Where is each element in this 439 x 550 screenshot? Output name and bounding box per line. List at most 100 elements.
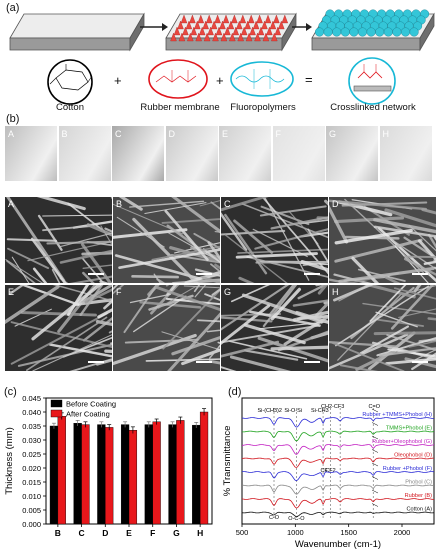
- network-sphere-icon: [349, 27, 359, 37]
- rubber-peak-icon: [229, 32, 236, 42]
- fiber-strand: [298, 219, 328, 225]
- fiber-strand: [155, 285, 220, 312]
- fiber-strand: [387, 348, 436, 358]
- fiber-strand: [373, 331, 436, 336]
- y-tick-label: 0.030: [22, 436, 41, 445]
- rubber-peak-icon: [198, 26, 206, 36]
- fiber-strand: [384, 276, 401, 283]
- label-pointer: [371, 489, 379, 494]
- spectrum-line: [241, 417, 434, 428]
- fiber-strand: [302, 261, 328, 267]
- peak-label: Si-CH3: [311, 408, 329, 414]
- rubber-peak-icon: [205, 14, 213, 24]
- fabric-photo: C: [112, 126, 164, 181]
- fiber-strand: [210, 201, 220, 210]
- panel-c-label: (c): [4, 386, 17, 398]
- fiber-texture: [113, 285, 220, 371]
- fiber-strand: [131, 275, 179, 279]
- rubber-peak-icon: [203, 32, 211, 42]
- plus-operator: +: [114, 73, 122, 88]
- sem-label: D: [332, 199, 339, 209]
- rubber-peak-icon: [231, 14, 238, 24]
- fiber-strand: [20, 311, 97, 317]
- fiber-strand: [261, 197, 328, 275]
- fiber-strand: [181, 348, 220, 366]
- series-label: Rubber+Oleophobol (G): [372, 439, 432, 445]
- rubber-peak-icon: [240, 26, 248, 36]
- scale-bar: [304, 273, 320, 275]
- fiber-strand: [270, 216, 328, 230]
- fiber-strand: [329, 341, 399, 348]
- fiber-strand: [401, 285, 436, 295]
- fiber-strand: [329, 333, 409, 370]
- panel-a-schematic: [9, 9, 435, 105]
- scale-bar: [196, 361, 212, 363]
- panel-b-label: (b): [6, 113, 20, 125]
- photo-label: F: [275, 129, 282, 139]
- rubber-peak-icon: [274, 26, 282, 36]
- fiber-strand: [6, 197, 66, 283]
- fiber-strand: [183, 285, 220, 289]
- fiber-strand: [9, 285, 25, 295]
- fiber-strand: [255, 260, 328, 264]
- fiber-strand: [104, 349, 112, 353]
- x-tick-label: D: [102, 528, 108, 538]
- bar: [168, 424, 177, 525]
- fiber-strand: [184, 274, 220, 283]
- photo-label: D: [168, 129, 176, 139]
- fiber-strand: [190, 246, 220, 261]
- series-label: TMMS+Phobol (E): [386, 426, 432, 432]
- rubber-peak-icon: [224, 26, 231, 36]
- panel-d-label: (d): [228, 386, 242, 398]
- fiber-strand: [229, 340, 308, 360]
- rubber-peak-icon: [210, 20, 218, 30]
- fiber-strand: [221, 366, 237, 371]
- fiber-strand: [390, 285, 435, 330]
- fiber-strand: [161, 218, 220, 224]
- rubber-peak-icon: [254, 32, 261, 42]
- sem-label: E: [8, 287, 15, 297]
- rubber-peak-icon: [261, 20, 268, 30]
- bar: [105, 427, 114, 525]
- fiber-strand: [84, 288, 112, 304]
- fluoropolymers-label: Fluoropolymers: [230, 102, 296, 113]
- fiber-strand: [307, 228, 328, 264]
- legend-label: After Coating: [66, 410, 110, 419]
- rubber-peak-icon: [249, 26, 256, 36]
- fiber-strand: [427, 233, 436, 249]
- fiber-strand: [237, 248, 328, 254]
- sem-image: F: [113, 285, 220, 371]
- sem-image: D: [329, 197, 436, 283]
- label-pointer: [371, 422, 379, 426]
- rubber-peak-icon: [197, 14, 205, 24]
- spectrum-line: [241, 471, 435, 482]
- fiber-strand: [330, 341, 405, 371]
- fiber-strand: [333, 285, 374, 302]
- bar: [49, 425, 59, 525]
- sem-label: A: [8, 199, 15, 209]
- fiber-strand: [42, 214, 112, 217]
- fiber-strand: [335, 285, 430, 347]
- fiber-strand: [82, 264, 112, 270]
- spectrum-line: [241, 444, 435, 455]
- rubber-peak-icon: [177, 20, 184, 30]
- bar: [97, 424, 106, 525]
- fiber-strand: [254, 228, 328, 250]
- rubber-peak-icon: [237, 32, 244, 42]
- fiber-strand: [6, 260, 36, 283]
- fiber-strand: [30, 237, 67, 283]
- rubber-peak-icon: [215, 26, 223, 36]
- sem-image: G: [221, 285, 328, 371]
- fiber-strand: [244, 349, 299, 361]
- fiber-strand: [384, 208, 436, 228]
- rubber-peak-icon: [245, 32, 253, 42]
- spectrum-line: [241, 457, 434, 468]
- fiber-strand: [421, 208, 436, 215]
- fiber-strand: [82, 271, 95, 283]
- scale-bar: [88, 361, 104, 363]
- fiber-strand: [79, 285, 104, 316]
- series-label: Rubber (B): [405, 493, 432, 499]
- fiber-strand: [144, 202, 207, 215]
- fabric-photo: F: [272, 126, 325, 181]
- rubber-peak-icon: [194, 20, 201, 30]
